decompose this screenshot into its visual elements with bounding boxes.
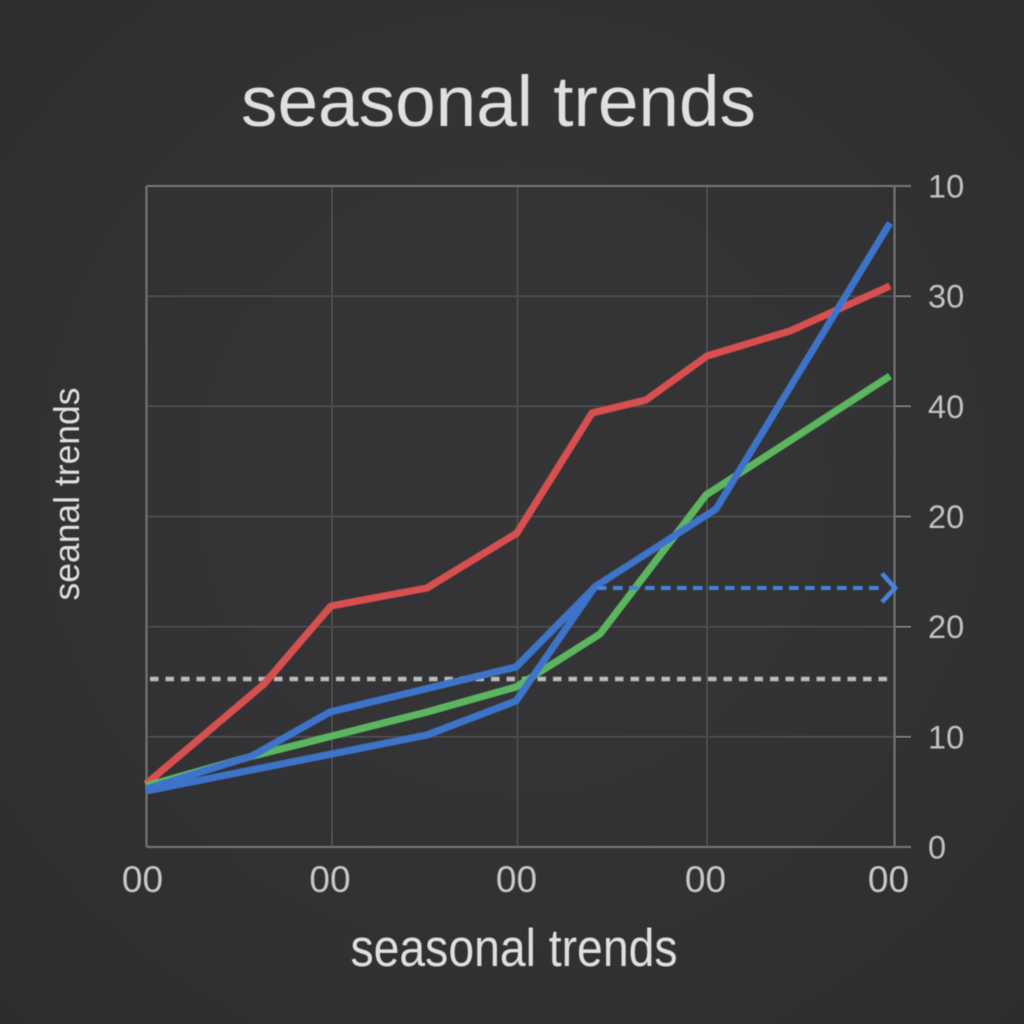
svg-text:10: 10	[928, 169, 964, 205]
svg-text:seanal trends: seanal trends	[46, 388, 87, 601]
svg-text:seasonal trends: seasonal trends	[241, 63, 756, 142]
svg-text:40: 40	[928, 389, 964, 425]
svg-text:00: 00	[685, 859, 726, 900]
svg-text:10: 10	[928, 719, 964, 755]
svg-text:00: 00	[122, 859, 163, 900]
svg-text:00: 00	[868, 859, 909, 900]
svg-text:seasonal trends: seasonal trends	[351, 919, 678, 978]
svg-text:20: 20	[928, 499, 964, 535]
svg-text:20: 20	[928, 609, 964, 645]
svg-text:00: 00	[309, 859, 350, 900]
svg-text:00: 00	[496, 859, 537, 900]
svg-text:30: 30	[928, 279, 964, 315]
svg-text:0: 0	[928, 830, 946, 866]
